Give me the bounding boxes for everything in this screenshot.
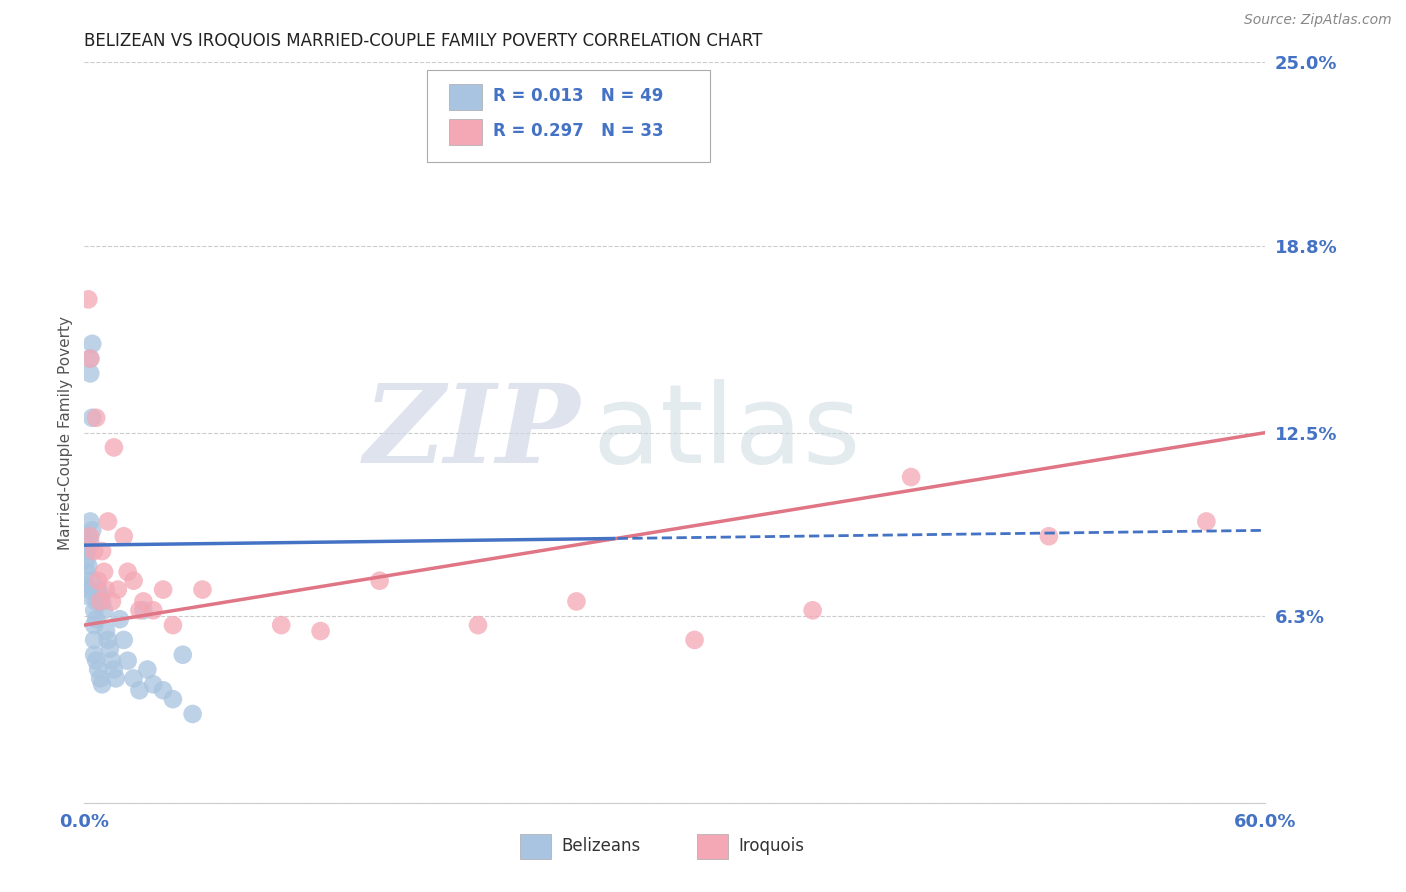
Point xyxy=(565,594,588,608)
Point xyxy=(77,582,100,597)
Point xyxy=(83,648,105,662)
Text: ZIP: ZIP xyxy=(364,379,581,486)
Point xyxy=(91,594,114,608)
Point xyxy=(91,544,114,558)
Point xyxy=(1038,529,1060,543)
Point xyxy=(97,515,120,529)
Text: R = 0.297   N = 33: R = 0.297 N = 33 xyxy=(494,122,664,140)
Point xyxy=(801,603,824,617)
Point xyxy=(75,544,97,558)
Text: Iroquois: Iroquois xyxy=(738,837,804,855)
Point xyxy=(101,654,124,668)
Point xyxy=(79,515,101,529)
Point xyxy=(142,603,165,617)
Text: BELIZEAN VS IROQUOIS MARRIED-COUPLE FAMILY POVERTY CORRELATION CHART: BELIZEAN VS IROQUOIS MARRIED-COUPLE FAMI… xyxy=(84,32,762,50)
FancyBboxPatch shape xyxy=(450,119,482,145)
Point xyxy=(87,582,110,597)
Point xyxy=(77,558,100,573)
Point xyxy=(84,594,107,608)
Point xyxy=(83,603,105,617)
Point xyxy=(82,336,104,351)
Point xyxy=(77,541,100,555)
Point xyxy=(683,632,706,647)
Point xyxy=(79,351,101,366)
Text: Belizeans: Belizeans xyxy=(561,837,641,855)
Point xyxy=(152,683,174,698)
Point xyxy=(117,565,139,579)
Point xyxy=(122,672,145,686)
Point xyxy=(104,672,127,686)
Point xyxy=(97,632,120,647)
Point xyxy=(77,293,100,307)
Point xyxy=(1195,515,1218,529)
Point xyxy=(83,544,105,558)
FancyBboxPatch shape xyxy=(520,834,551,859)
Point xyxy=(128,603,150,617)
Point xyxy=(84,612,107,626)
Point xyxy=(79,367,101,381)
Point xyxy=(89,589,111,603)
Point xyxy=(136,663,159,677)
Point xyxy=(82,524,104,538)
Point xyxy=(93,565,115,579)
Point xyxy=(94,624,117,638)
Point xyxy=(128,683,150,698)
Text: R = 0.013   N = 49: R = 0.013 N = 49 xyxy=(494,87,664,105)
Point xyxy=(82,410,104,425)
Point xyxy=(83,618,105,632)
Point xyxy=(103,663,125,677)
Point xyxy=(87,663,110,677)
Point xyxy=(107,582,129,597)
Point xyxy=(162,618,184,632)
Point xyxy=(181,706,204,721)
Point xyxy=(162,692,184,706)
Point xyxy=(87,574,110,588)
Point xyxy=(142,677,165,691)
Point xyxy=(89,672,111,686)
Point xyxy=(79,535,101,549)
Point xyxy=(75,580,97,594)
Point xyxy=(101,594,124,608)
Point xyxy=(368,574,391,588)
Point xyxy=(75,565,97,579)
Point xyxy=(77,529,100,543)
Point xyxy=(122,574,145,588)
Point xyxy=(112,632,135,647)
Point xyxy=(91,677,114,691)
Text: Source: ZipAtlas.com: Source: ZipAtlas.com xyxy=(1244,13,1392,28)
Point xyxy=(84,410,107,425)
Point xyxy=(103,441,125,455)
Point xyxy=(900,470,922,484)
FancyBboxPatch shape xyxy=(697,834,728,859)
Point xyxy=(75,589,97,603)
Point xyxy=(172,648,194,662)
Point xyxy=(191,582,214,597)
Point xyxy=(98,641,121,656)
Point xyxy=(152,582,174,597)
Point xyxy=(75,553,97,567)
Point xyxy=(467,618,489,632)
Point xyxy=(132,594,155,608)
Point xyxy=(309,624,332,638)
Point xyxy=(83,632,105,647)
Y-axis label: Married-Couple Family Poverty: Married-Couple Family Poverty xyxy=(58,316,73,549)
Point xyxy=(117,654,139,668)
Point xyxy=(79,351,101,366)
Point xyxy=(112,529,135,543)
Point xyxy=(79,529,101,543)
Point xyxy=(132,603,155,617)
Point xyxy=(108,612,131,626)
Point xyxy=(270,618,292,632)
Point xyxy=(93,603,115,617)
Text: atlas: atlas xyxy=(592,379,860,486)
Point xyxy=(89,594,111,608)
Point xyxy=(84,654,107,668)
Point xyxy=(82,574,104,588)
FancyBboxPatch shape xyxy=(450,84,482,110)
FancyBboxPatch shape xyxy=(427,70,710,162)
Point xyxy=(94,582,117,597)
